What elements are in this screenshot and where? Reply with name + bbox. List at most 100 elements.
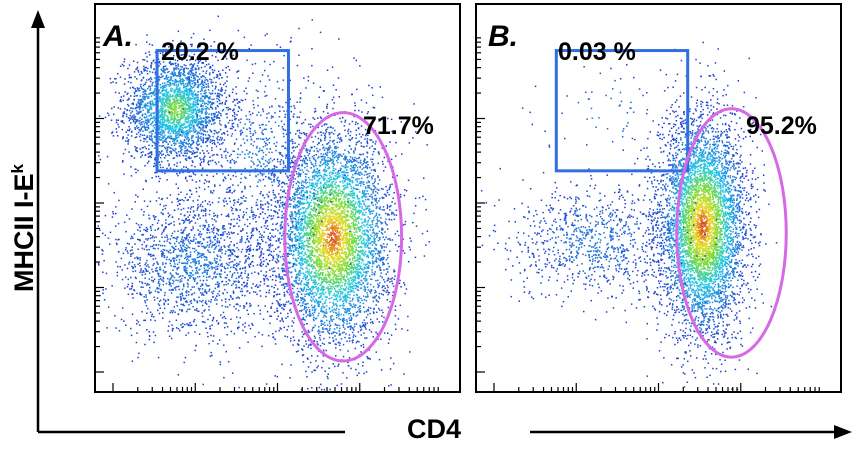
event-dot <box>165 154 167 157</box>
event-dot <box>121 269 123 271</box>
event-dot <box>161 104 164 106</box>
event-dot <box>215 245 218 248</box>
event-dot <box>152 91 155 93</box>
event-dot <box>145 52 147 54</box>
event-dot <box>184 74 186 77</box>
event-dot <box>351 246 354 248</box>
event-dot <box>174 112 176 114</box>
event-dot <box>223 376 225 379</box>
event-dot <box>132 270 134 273</box>
event-dot <box>174 106 177 108</box>
event-dot <box>195 130 198 132</box>
event-dot <box>211 108 214 110</box>
event-dot <box>346 200 349 202</box>
event-dot <box>237 256 239 258</box>
event-dot <box>130 175 133 177</box>
event-dot <box>178 113 180 115</box>
event-dot <box>138 129 140 131</box>
event-dot <box>209 72 211 74</box>
event-dot <box>192 111 195 114</box>
event-dot <box>213 226 216 229</box>
event-dot <box>237 326 239 329</box>
event-dot <box>141 99 143 101</box>
event-dot <box>140 87 143 89</box>
event-dot <box>216 227 218 230</box>
event-dot <box>209 314 211 316</box>
event-dot <box>161 231 164 234</box>
event-dot <box>190 275 193 278</box>
event-dot <box>346 320 348 323</box>
event-dot <box>196 256 198 259</box>
event-dot <box>193 299 196 302</box>
event-dot <box>142 91 144 93</box>
event-dot <box>190 206 193 208</box>
event-dot <box>364 196 367 198</box>
event-dot <box>324 189 327 192</box>
event-dot <box>313 154 315 157</box>
event-dot <box>149 135 151 137</box>
event-dot <box>148 115 150 117</box>
event-dot <box>175 237 177 240</box>
event-dot <box>215 108 217 110</box>
event-dot <box>248 324 250 327</box>
event-dot <box>285 301 288 303</box>
event-dot <box>204 208 207 210</box>
event-dot <box>161 117 164 120</box>
event-dot <box>195 96 197 99</box>
event-dot <box>190 69 193 71</box>
event-dot <box>216 343 219 345</box>
event-dot <box>150 131 152 133</box>
event-dot <box>172 237 174 239</box>
event-dot <box>187 216 189 218</box>
event-dot <box>196 282 199 284</box>
event-dot <box>169 63 172 66</box>
event-dot <box>202 81 204 83</box>
event-dot <box>216 268 219 270</box>
event-dot <box>160 121 162 124</box>
event-dot <box>183 96 186 98</box>
event-dot <box>191 240 193 243</box>
event-dot <box>163 71 165 73</box>
event-dot <box>200 112 203 115</box>
event-dot <box>178 308 181 311</box>
event-dot <box>179 97 182 99</box>
event-dot <box>161 126 164 128</box>
event-dot <box>192 64 195 66</box>
event-dot <box>188 120 190 122</box>
event-dot <box>175 81 178 84</box>
event-dot <box>325 183 327 186</box>
event-dot <box>258 248 261 250</box>
event-dot <box>177 65 180 67</box>
event-dot <box>191 152 194 154</box>
event-dot <box>196 266 198 269</box>
event-dot <box>154 218 156 221</box>
event-dot <box>217 285 220 287</box>
event-dot <box>221 227 224 229</box>
event-dot <box>148 217 151 220</box>
event-dot <box>210 45 212 47</box>
event-dot <box>182 262 185 264</box>
event-dot <box>178 120 180 122</box>
event-dot <box>170 112 173 114</box>
event-dot <box>151 122 153 125</box>
event-dot <box>226 80 228 82</box>
event-dot <box>161 112 163 115</box>
event-dot <box>174 125 177 128</box>
event-dot <box>137 126 140 129</box>
event-dot <box>372 192 374 194</box>
event-dot <box>167 96 169 98</box>
event-dot <box>131 313 134 315</box>
event-dot <box>185 125 187 128</box>
event-dot <box>128 263 130 265</box>
event-dot <box>216 258 218 260</box>
event-dot <box>170 73 172 75</box>
event-dot <box>208 163 210 166</box>
event-dot <box>195 83 197 86</box>
event-dot <box>165 282 168 285</box>
event-dot <box>292 321 295 324</box>
event-dot <box>121 63 124 66</box>
event-dot <box>171 90 173 93</box>
event-dot <box>166 234 168 237</box>
event-dot <box>165 100 167 103</box>
event-dot <box>210 114 213 116</box>
